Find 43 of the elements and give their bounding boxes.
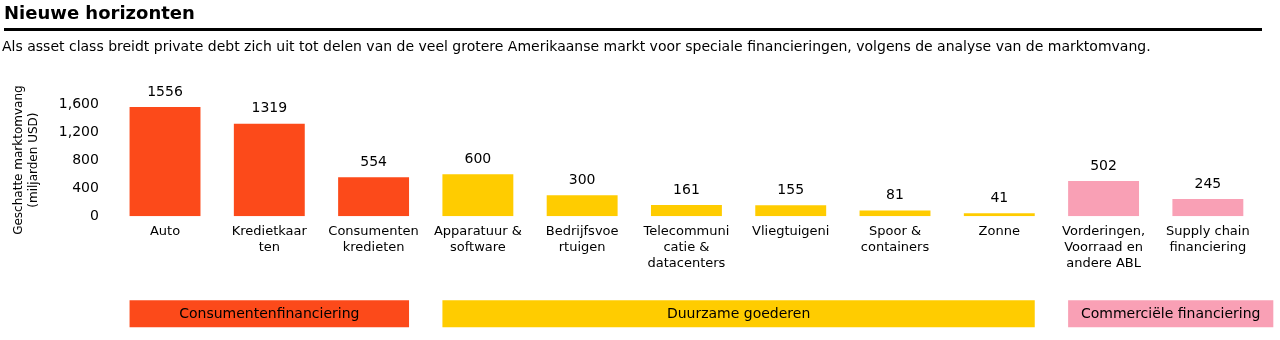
bar	[338, 177, 410, 217]
x-tick-label: Supply chain financiering	[1166, 223, 1250, 254]
y-axis-title: Geschatte marktomvang (miljarden USD)	[11, 85, 40, 235]
text: Consumentenfinanciering	[179, 305, 360, 322]
x-tick-label: Bedrijfsvoertuigen	[545, 223, 619, 254]
x-tick-label: Spoor & containers	[860, 223, 930, 254]
x-tick-label: Vorderingen, Voorraad en andere ABL	[1062, 223, 1146, 270]
bar	[233, 123, 305, 217]
data-label: 161	[673, 180, 700, 197]
bar	[1172, 199, 1244, 217]
data-label: 81	[886, 186, 904, 203]
text: Commerciële financiering	[1080, 305, 1261, 322]
data-label: 554	[360, 152, 388, 169]
bar	[755, 205, 827, 217]
y-tick-label: 800	[72, 150, 99, 167]
chart-subtitle: Als asset class breidt private debt zich uit tot delen van de veel grotere Amerikaanse markt voor speciale financieringen, volgens de analyse van de marktomvang.	[2, 37, 1152, 56]
data-label: 300	[568, 170, 596, 187]
x-tick-label: Apparatuur & software	[433, 223, 522, 254]
data-label: 155	[777, 180, 805, 197]
x-tick-label: Zonne	[978, 223, 1020, 239]
bar	[442, 174, 514, 217]
bar	[129, 107, 201, 217]
y-tick-label: 0	[89, 206, 99, 223]
x-tick-label: Telecommunicatie & datacenters	[642, 223, 730, 270]
data-label: 1319	[251, 99, 288, 116]
data-label: 502	[1090, 156, 1117, 173]
data-label: 1556	[147, 82, 183, 99]
x-tick-label: Auto	[149, 223, 181, 239]
x-tick-label: Consumentenkredieten	[328, 223, 419, 254]
y-tick-label: 1,200	[58, 122, 99, 139]
bar	[963, 213, 1035, 217]
text: Duurzame goederen	[666, 305, 811, 322]
y-tick-label: 400	[72, 178, 99, 195]
chart-title: Nieuwe horizonten	[4, 2, 1262, 31]
x-tick-label: Vliegtuigeni	[752, 223, 830, 239]
bar	[1068, 181, 1140, 217]
x-tick-label: Kredietkaarten	[231, 223, 308, 254]
bar	[546, 195, 618, 217]
data-label: 245	[1194, 174, 1222, 191]
data-label: 41	[990, 188, 1009, 205]
bar	[650, 204, 722, 217]
y-tick-label: 1,600	[58, 94, 99, 111]
data-label: 600	[464, 149, 492, 166]
